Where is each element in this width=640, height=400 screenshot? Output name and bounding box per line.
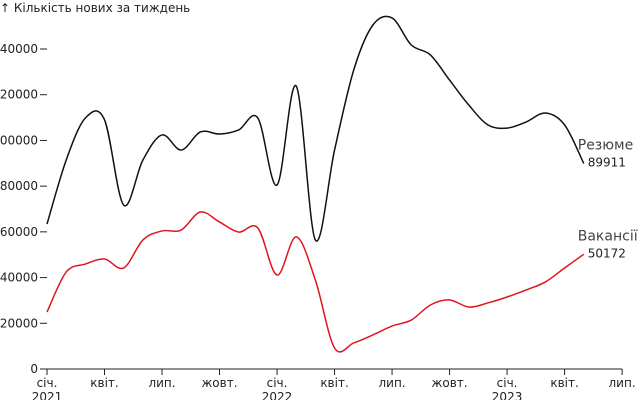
x-tick-label: квіт. — [320, 376, 348, 390]
series-name: Резюме — [578, 137, 633, 153]
y-tick-label: 60000 — [0, 225, 38, 239]
x-tick-label: жовт. — [432, 376, 468, 390]
x-tick-label: січ. 2023 — [492, 376, 523, 400]
x-tick-label: лип. — [609, 376, 636, 390]
y-tick-label: 140000 — [0, 42, 38, 56]
series-line — [46, 211, 585, 353]
y-tick-label: 0 — [30, 362, 38, 376]
series-value-label: 50172 — [588, 246, 626, 260]
series-name: Вакансії — [578, 228, 638, 244]
x-tick-label: січ. 2021 — [32, 376, 63, 400]
series-line — [46, 15, 585, 242]
y-tick-label: 20000 — [0, 316, 38, 330]
x-tick-label: квіт. — [90, 376, 118, 390]
x-tick-label: квіт. — [550, 376, 578, 390]
y-tick-label: 120000 — [0, 88, 38, 102]
y-tick-label: 100000 — [0, 133, 38, 147]
x-tick-label: жовт. — [202, 376, 238, 390]
series-value-label: 89911 — [588, 155, 626, 169]
x-tick-label: лип. — [148, 376, 175, 390]
x-tick-label: лип. — [378, 376, 405, 390]
y-tick-label: 80000 — [0, 179, 38, 193]
y-tick-label: 40000 — [0, 271, 38, 285]
y-axis-label: ↑ Кількість нових за тиждень — [0, 1, 190, 15]
x-tick-label: січ. 2022 — [262, 376, 293, 400]
